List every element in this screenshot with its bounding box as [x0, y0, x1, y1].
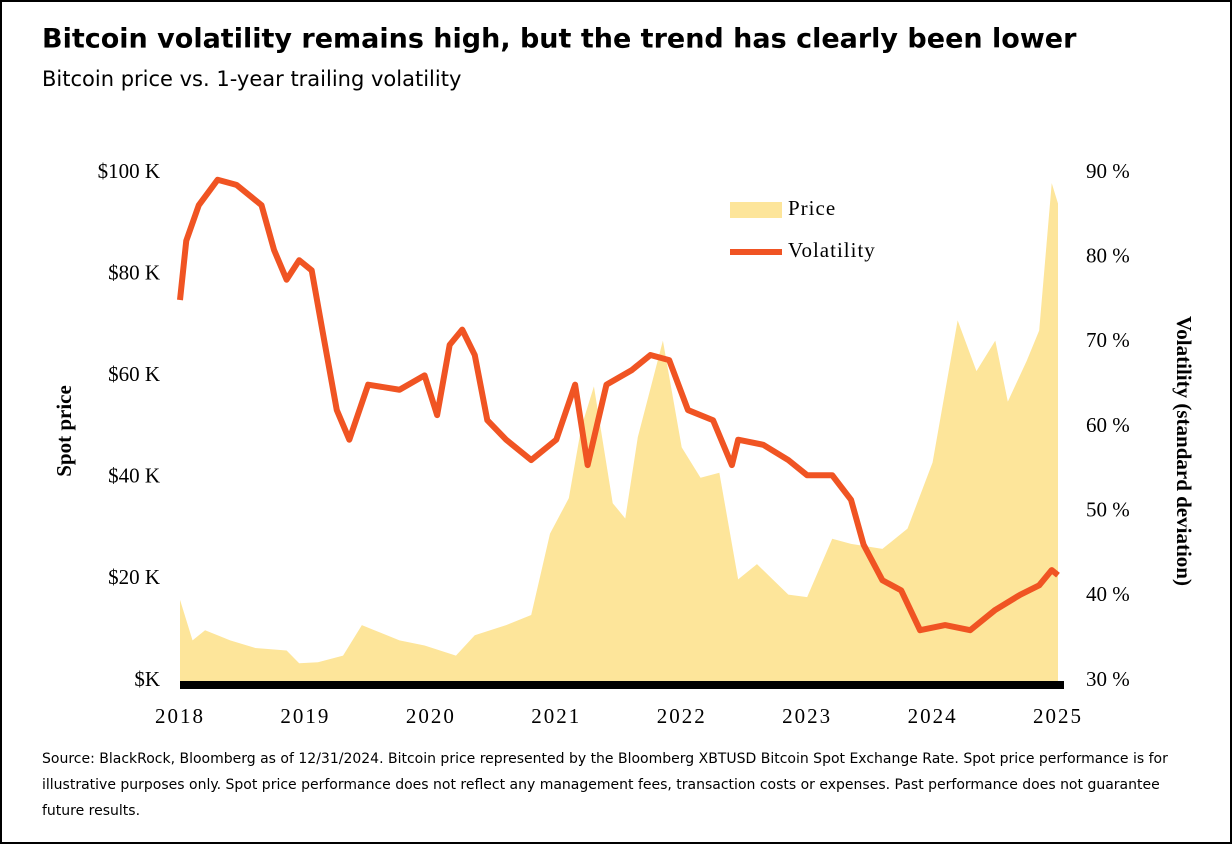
legend-swatch	[730, 202, 782, 218]
y2-tick-label: 40 %	[1086, 582, 1130, 606]
footnote-box: Source: BlackRock, Bloomberg as of 12/31…	[42, 751, 1168, 819]
y-tick-label: $80 K	[108, 260, 160, 284]
x-tick-label: 2022	[657, 704, 707, 728]
y2-tick-label: 50 %	[1086, 497, 1130, 521]
x-axis-bar	[180, 681, 1064, 689]
y-tick-label: $K	[134, 667, 160, 691]
price-area	[180, 183, 1058, 681]
y2-tick-label: 60 %	[1086, 413, 1130, 437]
x-tick-label: 2020	[406, 704, 456, 728]
legend-label: Price	[788, 196, 836, 220]
y2-tick-label: 30 %	[1086, 667, 1130, 691]
y2-axis-label: Volatility (standard deviation)	[1172, 316, 1196, 586]
chart-subtitle: Bitcoin price vs. 1-year trailing volati…	[42, 67, 461, 91]
volatility-line	[177, 176, 1060, 634]
y-tick-label: $60 K	[108, 362, 160, 386]
chart-title: Bitcoin volatility remains high, but the…	[42, 24, 1077, 55]
x-tick-label: 2021	[531, 704, 581, 728]
y-tick-label: $40 K	[108, 464, 160, 488]
y2-tick-label: 90 %	[1086, 159, 1130, 183]
x-tick-label: 2019	[280, 704, 330, 728]
y-axis-label: Spot price	[52, 385, 76, 477]
y-tick-label: $20 K	[108, 565, 160, 589]
footnote: Source: BlackRock, Bloomberg as of 12/31…	[42, 751, 1168, 819]
x-tick-label: 2023	[782, 704, 832, 728]
x-tick-label: 2024	[908, 704, 958, 728]
y2-tick-label: 80 %	[1086, 243, 1130, 267]
x-tick-label: 2025	[1033, 704, 1083, 728]
legend-label: Volatility	[788, 238, 876, 262]
y2-tick-label: 70 %	[1086, 328, 1130, 352]
y-tick-label: $100 K	[98, 159, 160, 183]
x-tick-label: 2018	[155, 704, 205, 728]
